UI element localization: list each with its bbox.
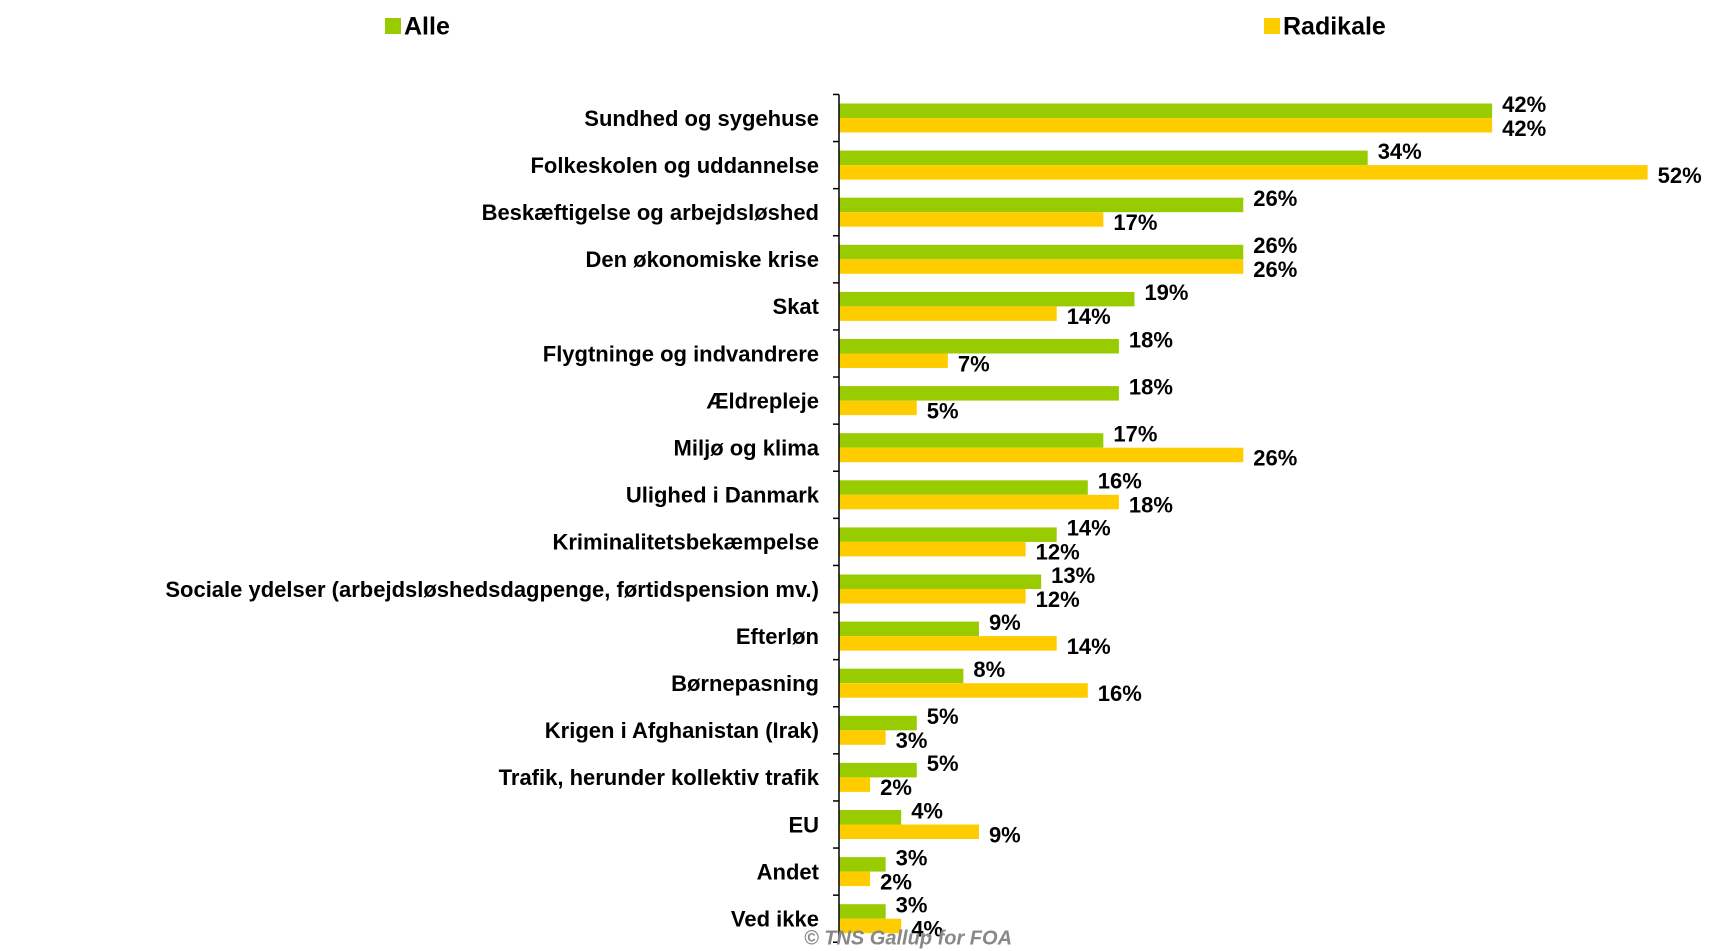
category-label: Trafik, herunder kollektiv trafik: [499, 765, 820, 790]
bar: [839, 433, 1104, 448]
bar: [839, 244, 1244, 260]
bar: [839, 480, 1088, 495]
bar: [839, 306, 1057, 321]
bar: [839, 400, 917, 416]
source-note: © TNS Gallup for FOA: [804, 927, 1012, 949]
bar: [839, 636, 1057, 651]
bar: [839, 541, 1026, 557]
value-label: 2%: [880, 775, 912, 800]
value-label: 16%: [1098, 681, 1142, 706]
value-label: 9%: [989, 610, 1021, 635]
value-label: 5%: [927, 704, 959, 729]
bar: [839, 668, 964, 684]
value-label: 13%: [1051, 563, 1095, 588]
bar: [839, 589, 1026, 604]
value-label: 12%: [1036, 540, 1080, 565]
bar: [839, 918, 902, 934]
bar: [839, 291, 1135, 307]
category-label: Flygtninge og indvandrere: [543, 341, 819, 366]
value-label: 26%: [1253, 446, 1297, 471]
value-label: 3%: [896, 893, 928, 918]
value-label: 14%: [1067, 304, 1111, 329]
bar: [839, 810, 902, 825]
bar: [839, 574, 1042, 589]
value-label: 5%: [927, 398, 959, 423]
bar: [839, 494, 1119, 510]
legend-swatch: [385, 18, 401, 34]
bar: [839, 103, 1493, 118]
value-label: 18%: [1129, 327, 1173, 352]
bar: [839, 715, 917, 731]
value-label: 17%: [1113, 210, 1157, 235]
category-label: Efterløn: [736, 624, 819, 649]
category-label: Beskæftigelse og arbejdsløshed: [482, 200, 819, 225]
category-label: Miljø og klima: [674, 436, 820, 461]
bar: [839, 527, 1057, 542]
bar: [839, 904, 886, 919]
value-label: 52%: [1658, 163, 1702, 188]
value-label: 3%: [896, 845, 928, 870]
value-label: 16%: [1098, 469, 1142, 494]
bar: [839, 871, 871, 887]
bar: [839, 730, 886, 745]
category-label: Børnepasning: [671, 671, 819, 696]
category-label: Ældrepleje: [707, 388, 819, 413]
value-label: 14%: [1067, 634, 1111, 659]
value-label: 19%: [1144, 280, 1188, 305]
value-label: 18%: [1129, 374, 1173, 399]
value-label: 4%: [911, 798, 943, 823]
value-label: 34%: [1378, 139, 1422, 164]
value-label: 9%: [989, 822, 1021, 847]
category-label: EU: [788, 812, 819, 837]
value-label: 17%: [1113, 422, 1157, 447]
bar: [839, 150, 1368, 166]
category-label: Andet: [757, 859, 820, 884]
bar: [839, 118, 1493, 133]
bar: [839, 447, 1244, 463]
bar: [839, 777, 871, 792]
bar: [839, 212, 1104, 227]
legend-label: Alle: [404, 13, 450, 41]
bar: [839, 259, 1244, 274]
category-label: Krigen i Afghanistan (Irak): [545, 718, 819, 743]
bar: [839, 762, 917, 778]
bar: [839, 339, 1119, 354]
category-label: Sundhed og sygehuse: [584, 106, 819, 131]
bar: [839, 197, 1244, 213]
bar: [839, 386, 1119, 401]
bar: [839, 621, 979, 637]
value-label: 14%: [1067, 516, 1111, 541]
value-label: 8%: [973, 657, 1005, 682]
bar: [839, 683, 1088, 698]
value-label: 18%: [1129, 493, 1173, 518]
value-label: 7%: [958, 351, 990, 376]
value-label: 26%: [1253, 186, 1297, 211]
value-label: 3%: [896, 728, 928, 753]
bar: [839, 824, 979, 839]
value-label: 26%: [1253, 257, 1297, 282]
value-label: 42%: [1502, 116, 1546, 141]
category-label: Ved ikke: [731, 907, 819, 932]
value-label: 4%: [911, 917, 943, 942]
value-label: 12%: [1036, 587, 1080, 612]
category-label: Skat: [773, 294, 820, 319]
value-label: 26%: [1253, 233, 1297, 258]
category-label: Den økonomiske krise: [585, 247, 819, 272]
value-label: 5%: [927, 751, 959, 776]
bar: [839, 353, 948, 368]
category-label: Sociale ydelser (arbejdsløshedsdagpenge,…: [165, 577, 819, 602]
legend-label: Radikale: [1283, 13, 1386, 41]
legend-swatch: [1264, 18, 1280, 34]
bar: [839, 165, 1648, 180]
category-label: Ulighed i Danmark: [626, 483, 820, 508]
value-label: 42%: [1502, 92, 1546, 117]
bar: [839, 857, 886, 872]
value-label: 2%: [880, 869, 912, 894]
category-label: Folkeskolen og uddannelse: [530, 153, 819, 178]
category-label: Kriminalitetsbekæmpelse: [552, 530, 819, 555]
